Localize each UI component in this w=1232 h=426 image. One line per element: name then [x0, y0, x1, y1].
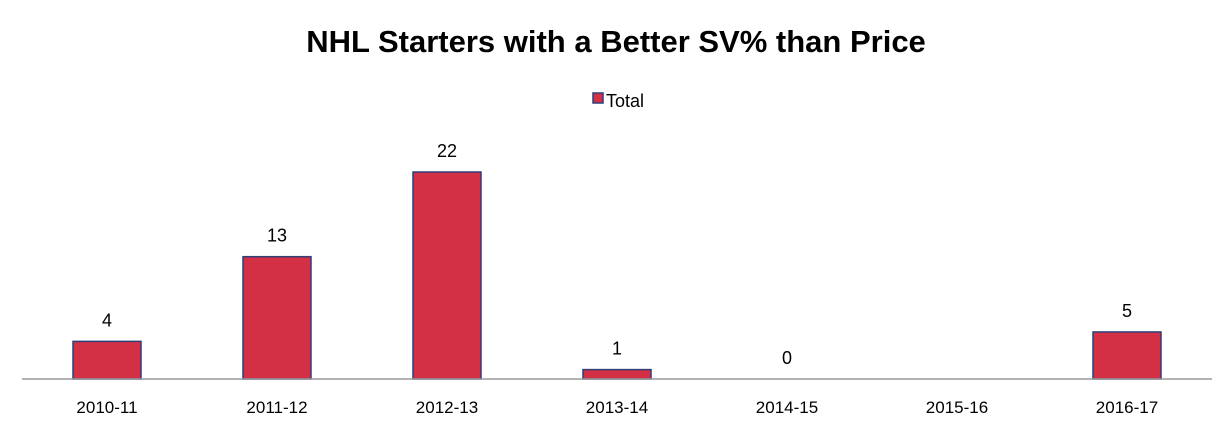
data-label: 22: [437, 141, 457, 161]
bar: [412, 171, 482, 380]
data-label: 0: [782, 348, 792, 368]
legend: Total: [592, 91, 644, 111]
legend-label: Total: [606, 91, 644, 111]
data-label: 4: [102, 310, 112, 330]
data-label: 1: [612, 339, 622, 359]
x-tick-label-group: 2010-11 2011-12 2012-13 2013-14 2014-15 2015-…: [76, 398, 1158, 417]
x-tick-label: 2016-17: [1096, 398, 1158, 417]
data-label: 13: [267, 226, 287, 246]
legend-swatch: [592, 92, 604, 104]
bar: [1092, 331, 1162, 380]
x-tick-label: 2013-14: [586, 398, 648, 417]
chart-title: NHL Starters with a Better SV% than Pric…: [306, 24, 926, 59]
data-label-group: 4 13 22 1 0 5: [102, 141, 1132, 368]
x-tick-label: 2015-16: [926, 398, 988, 417]
x-tick-label: 2012-13: [416, 398, 478, 417]
bar: [72, 340, 142, 380]
bar: [582, 368, 652, 380]
x-tick-label: 2011-12: [246, 398, 307, 417]
bar-group: [72, 171, 1162, 380]
x-tick-label: 2010-11: [76, 398, 137, 417]
x-tick-label: 2014-15: [756, 398, 818, 417]
data-label: 5: [1122, 301, 1132, 321]
bar: [242, 255, 312, 380]
